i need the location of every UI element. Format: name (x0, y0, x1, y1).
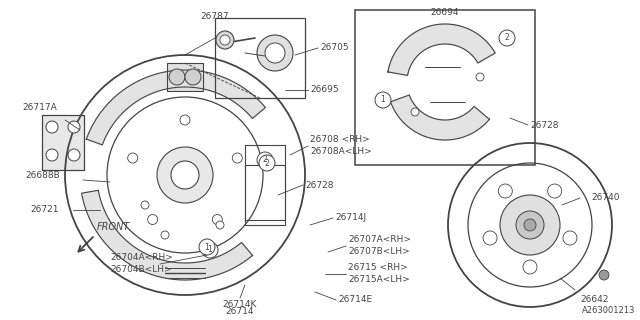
Text: 26728: 26728 (530, 121, 559, 130)
Circle shape (257, 35, 293, 71)
Circle shape (128, 153, 138, 163)
Text: 26708 <RH>: 26708 <RH> (310, 135, 370, 145)
Text: 2: 2 (504, 34, 509, 43)
Text: 26688B: 26688B (25, 171, 60, 180)
Circle shape (499, 30, 515, 46)
Text: 1: 1 (207, 245, 212, 254)
Text: 26642: 26642 (581, 295, 609, 304)
Circle shape (548, 184, 562, 198)
Circle shape (216, 31, 234, 49)
Bar (355, 10, 535, 165)
Bar (42, 115, 84, 170)
Text: 26714E: 26714E (338, 295, 372, 305)
Circle shape (185, 69, 201, 85)
Text: 26708A<LH>: 26708A<LH> (310, 148, 372, 156)
Text: 1: 1 (205, 243, 209, 252)
Text: 26714: 26714 (226, 308, 254, 316)
Circle shape (411, 108, 419, 116)
Circle shape (483, 231, 497, 245)
Circle shape (171, 161, 199, 189)
Text: 26715A<LH>: 26715A<LH> (348, 276, 410, 284)
Text: 26721: 26721 (30, 205, 58, 214)
Text: 26714K: 26714K (223, 300, 257, 309)
Circle shape (46, 149, 58, 161)
Text: 1: 1 (381, 95, 385, 105)
Circle shape (563, 231, 577, 245)
Circle shape (202, 242, 218, 258)
Circle shape (524, 219, 536, 231)
Circle shape (216, 221, 224, 229)
Circle shape (599, 270, 609, 280)
Polygon shape (86, 70, 266, 145)
Circle shape (148, 214, 157, 225)
Circle shape (516, 211, 544, 239)
Text: 26707A<RH>: 26707A<RH> (348, 236, 411, 244)
Circle shape (141, 201, 149, 209)
Text: 26715 <RH>: 26715 <RH> (348, 263, 408, 273)
Polygon shape (390, 95, 490, 140)
Text: 26695: 26695 (310, 85, 339, 94)
Text: 26705: 26705 (320, 44, 349, 52)
Text: 26717A: 26717A (22, 103, 57, 113)
Circle shape (500, 195, 560, 255)
Text: 26704B<LH>: 26704B<LH> (110, 266, 172, 275)
Text: A263001213: A263001213 (582, 306, 635, 315)
Circle shape (523, 260, 537, 274)
Polygon shape (388, 24, 495, 76)
Bar (167, 63, 203, 91)
Polygon shape (81, 190, 253, 280)
Text: 2: 2 (264, 158, 269, 167)
Circle shape (220, 35, 230, 45)
Circle shape (476, 73, 484, 81)
Text: 26740: 26740 (591, 194, 620, 203)
Text: 26694: 26694 (431, 8, 460, 17)
Circle shape (161, 231, 169, 239)
Circle shape (157, 147, 213, 203)
Circle shape (68, 121, 80, 133)
Text: 26714J: 26714J (335, 213, 366, 222)
Circle shape (199, 239, 215, 255)
Text: 26728: 26728 (305, 180, 333, 189)
Circle shape (499, 184, 512, 198)
Circle shape (180, 115, 190, 125)
Text: 26707B<LH>: 26707B<LH> (348, 247, 410, 257)
Bar (215, 18, 305, 98)
Circle shape (259, 155, 275, 171)
Circle shape (375, 92, 391, 108)
Text: 2: 2 (262, 156, 268, 164)
Circle shape (212, 214, 222, 225)
Text: FRONT: FRONT (97, 222, 131, 232)
Circle shape (46, 121, 58, 133)
Text: 26704A<RH>: 26704A<RH> (110, 253, 173, 262)
Circle shape (169, 69, 185, 85)
Text: 26787: 26787 (201, 12, 229, 21)
Circle shape (265, 43, 285, 63)
Circle shape (68, 149, 80, 161)
Circle shape (257, 152, 273, 168)
Circle shape (232, 153, 243, 163)
